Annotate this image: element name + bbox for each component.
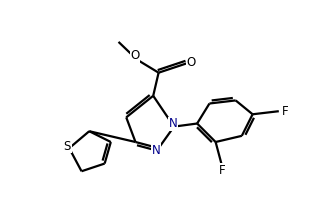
Text: S: S	[64, 140, 71, 153]
Text: O: O	[187, 56, 196, 69]
Text: O: O	[130, 49, 140, 62]
Text: N: N	[152, 144, 160, 156]
Text: F: F	[218, 164, 225, 177]
Text: F: F	[282, 105, 289, 118]
Text: N: N	[169, 117, 177, 130]
